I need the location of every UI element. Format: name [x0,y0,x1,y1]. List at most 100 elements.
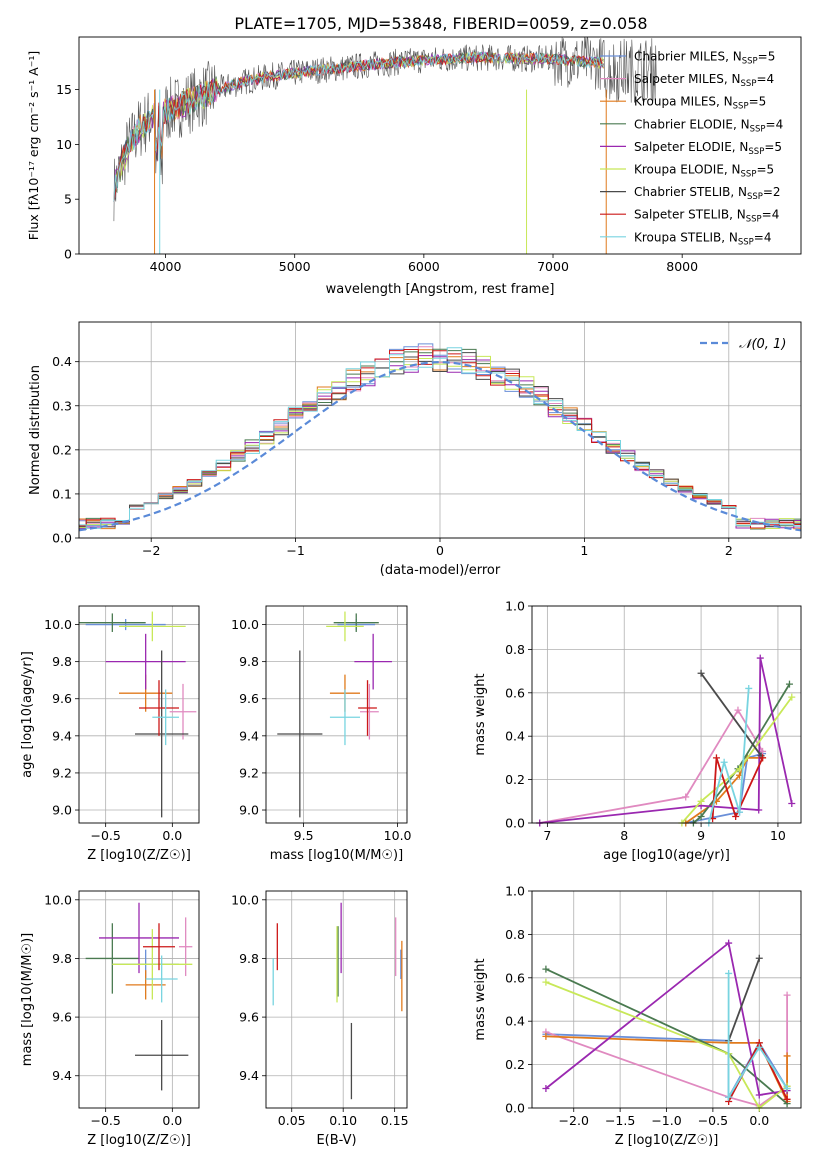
x-tick-label: 10 [770,828,786,843]
age_vs_metallicity-points [79,611,197,818]
x-tick-label: 0.0 [162,828,182,843]
mass-weight-marker [759,747,767,755]
mass_vs_ebv-axes: 0.05 0.10 0.15 9.4 9.6 9.8 10.0 [231,891,409,1128]
massweight_vs_metallicity-series [542,939,791,1112]
y-axis-label: mass weight [473,958,488,1040]
y-axis-label: mass [log10(M/M☉)] [20,933,35,1066]
y-tick-label: 10.0 [231,617,259,632]
y-tick-label: 9.6 [239,1010,259,1025]
y-tick-label: 0.0 [505,1101,525,1116]
x-axis-label: Z [log10(Z/Z☉)] [615,1133,719,1148]
y-tick-label: 0.4 [505,1014,525,1029]
mass_vs_ebv-frame [265,890,408,1109]
massweight_vs_metallicity-frame [531,890,802,1109]
legend-entry: Kroupa STELIB, NSSP=4 [634,230,772,247]
x-axis-label: (data-model)/error [380,563,501,578]
x-tick-label: −0.5 [698,1113,728,1128]
mass-weight-line [692,683,791,824]
y-tick-label: 0.8 [505,927,525,942]
y-tick-label: 10.0 [231,892,259,907]
y-tick-label: 1.0 [505,884,525,899]
mass-weight-marker [542,1084,550,1092]
spectrum-lines [113,37,657,254]
mass-weight-marker [682,793,690,801]
y-tick-label: 0.2 [52,442,72,457]
mass-weight-line [727,973,788,1101]
figure-title: PLATE=1705, MJD=53848, FIBERID=0059, z=0… [234,14,647,33]
y-tick-label: 15 [56,82,72,97]
y-tick-label: 9.2 [239,765,259,780]
massweight_vs_metallicity-axes: −2.0 −1.5 −1.0 −0.5 0.0 0.0 0.2 0.4 0.6 0.8 1.0 [505,884,801,1128]
mass-weight-line [539,708,764,824]
y-tick-label: 9.8 [239,654,259,669]
mass-weight-line [727,957,761,1042]
y-tick-label: 0.6 [505,970,525,985]
histogram-series [79,347,801,529]
y-tick-label: 9.4 [239,1068,259,1083]
y-tick-label: 0.4 [505,729,525,744]
y-tick-label: 0.3 [52,398,72,413]
y-tick-label: 10.0 [44,892,72,907]
age_vs_mass-points [277,611,392,818]
x-tick-label: 9 [697,828,705,843]
y-axis-label: mass weight [473,673,488,755]
residual_histogram-axes: −2 −1 0 1 2 0.0 0.1 0.2 0.3 0.4 [52,322,801,558]
y-tick-label: 9.0 [52,803,72,818]
mass-weight-marker [697,669,705,677]
histograms [79,343,801,532]
model-spectrum [113,51,604,202]
mass-weight-marker [788,693,796,701]
mass-weight-marker [720,758,728,766]
age_vs_mass-frame [265,605,408,824]
model-spectrum [113,51,605,202]
legend-entry: Salpeter ELODIE, NSSP=5 [634,140,782,157]
mass-weight-marker [783,1084,791,1092]
mass-weight-marker [783,1095,791,1103]
y-tick-label: 9.6 [239,691,259,706]
legend-entry: Kroupa ELODIE, NSSP=5 [634,163,774,180]
mass-weight-marker [697,812,705,820]
x-tick-label: 7 [543,828,551,843]
x-axis-label: mass [log10(M/M☉)] [270,848,403,863]
mass-weight-line [539,657,793,824]
x-tick-label: 9.5 [294,828,314,843]
y-axis-label: Normed distribution [28,365,43,495]
residual_histogram-frame [78,321,802,539]
histogram-series [79,352,801,528]
x-tick-label: −0.5 [90,1113,120,1128]
histogram-series [79,349,801,529]
y-tick-label: 10 [56,137,72,152]
age_vs_mass-axes: 9.5 10.0 9.0 9.2 9.4 9.6 9.8 10.0 [231,606,412,843]
x-tick-label: −1.5 [605,1113,635,1128]
legend-entry: 𝒩(0, 1) [739,337,786,352]
y-tick-label: 9.8 [52,951,72,966]
massweight_vs_age-axes: 7 8 9 10 0.0 0.2 0.4 0.6 0.8 1.0 [505,599,801,843]
y-tick-label: 0.0 [505,816,525,831]
x-tick-label: 1 [580,543,588,558]
model-spectrum [113,52,605,202]
mass-weight-marker [755,1043,763,1051]
mass-weight-marker [732,812,740,820]
y-tick-label: 9.6 [52,691,72,706]
model-spectrum [113,51,604,202]
mass-weight-marker [785,680,793,688]
x-tick-label: 7000 [537,259,569,274]
mass-weight-line [681,696,793,824]
y-tick-label: 5 [64,192,72,207]
mass-weight-marker [755,1091,763,1099]
x-tick-label: 0.10 [329,1113,357,1128]
x-tick-label: 8000 [666,259,698,274]
mass-weight-marker [759,754,767,762]
y-tick-label: 9.0 [239,803,259,818]
x-tick-label: 0.15 [381,1113,409,1128]
mass-weight-marker [542,978,550,986]
y-tick-label: 0.2 [505,772,525,787]
y-tick-label: 9.8 [52,654,72,669]
x-tick-label: 4000 [150,259,182,274]
mass_vs_ebv-points [272,902,403,1100]
y-axis-label: Flux [fλ10⁻¹⁷ erg cm⁻² s⁻¹ A⁻¹] [26,51,41,240]
mass-weight-line [685,757,763,824]
x-tick-label: −2 [142,543,160,558]
mass-weight-marker [745,684,753,692]
mass_vs_metallicity-points [85,902,193,1091]
